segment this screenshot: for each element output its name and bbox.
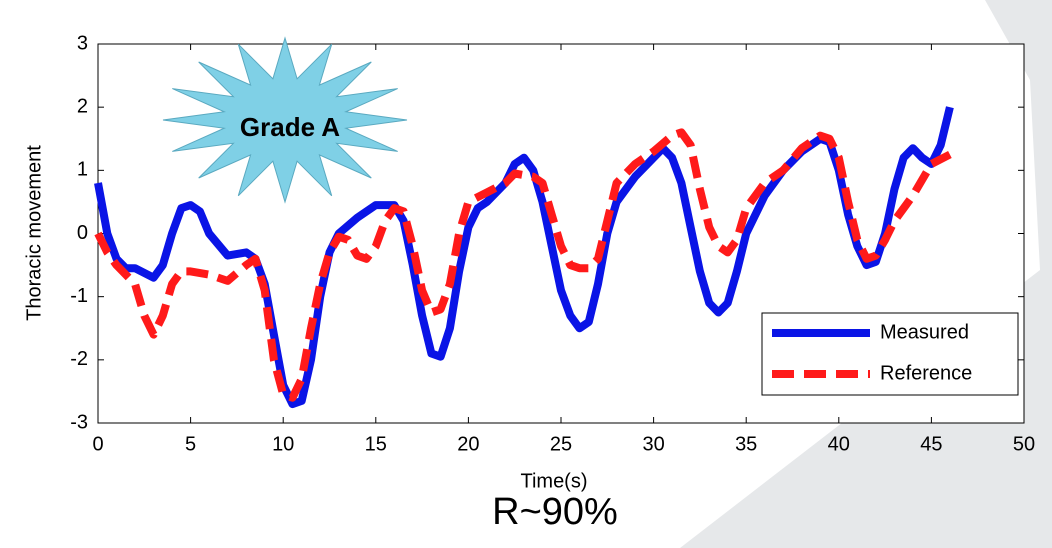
y-tick-label: 3 <box>77 32 88 54</box>
y-tick-label: 1 <box>77 159 88 181</box>
x-tick-label: 50 <box>1013 433 1035 455</box>
legend-label: Reference <box>880 362 972 384</box>
y-axis-label: Thoracic movement <box>23 145 45 321</box>
y-tick-label: 2 <box>77 95 88 117</box>
x-tick-label: 20 <box>457 433 479 455</box>
x-tick-label: 0 <box>92 433 103 455</box>
y-tick-label: -1 <box>70 285 88 307</box>
series-line <box>94 128 952 402</box>
x-tick-label: 25 <box>550 433 572 455</box>
x-tick-label: 30 <box>642 433 664 455</box>
x-tick-label: 45 <box>920 433 942 455</box>
y-tick-label: -2 <box>70 348 88 370</box>
grade-annotation: Grade A <box>240 112 340 142</box>
legend-label: Measured <box>880 321 969 343</box>
x-tick-label: 15 <box>365 433 387 455</box>
starburst <box>162 36 408 204</box>
x-tick-label: 5 <box>185 433 196 455</box>
legend-box <box>761 312 1019 396</box>
x-tick-label: 40 <box>828 433 850 455</box>
y-tick-label: 0 <box>77 222 88 244</box>
r-annotation: R~90% <box>492 491 618 533</box>
x-tick-label: 10 <box>272 433 294 455</box>
x-tick-label: 35 <box>735 433 757 455</box>
y-tick-label: -3 <box>70 411 88 433</box>
x-axis-label: Time(s) <box>520 470 587 492</box>
